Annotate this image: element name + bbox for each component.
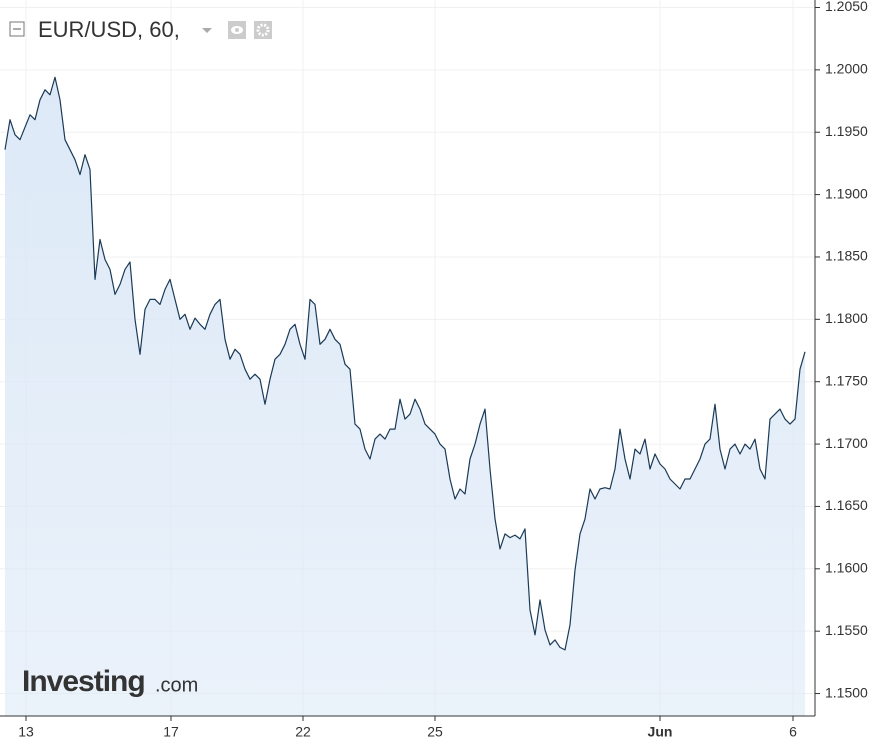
y-tick-label: 1.1500 xyxy=(825,684,868,700)
x-tick-label: 22 xyxy=(295,724,311,740)
gear-icon xyxy=(256,23,270,37)
y-tick-label: 1.2000 xyxy=(825,61,868,77)
y-tick-label: 1.1700 xyxy=(825,435,868,451)
dropdown-arrow[interactable] xyxy=(202,28,212,33)
x-tick-label: 17 xyxy=(163,724,179,740)
x-tick-label: 25 xyxy=(427,724,443,740)
price-line xyxy=(4,76,806,651)
y-tick-label: 1.1950 xyxy=(825,123,868,139)
y-tick-label: 1.1600 xyxy=(825,560,868,576)
brand-logo: Investing xyxy=(22,665,145,698)
x-tick-label: 6 xyxy=(789,724,797,740)
y-tick-label: 1.1550 xyxy=(825,622,868,638)
y-tick-label: 1.1800 xyxy=(825,310,868,326)
eye-pupil xyxy=(235,28,239,32)
brand-suffix: .com xyxy=(155,674,198,696)
x-tick-label: 13 xyxy=(18,724,34,740)
y-tick-label: 1.1900 xyxy=(825,185,868,201)
area-fill xyxy=(5,77,805,717)
x-tick-label: Jun xyxy=(648,724,673,740)
chart-title: EUR/USD, 60, xyxy=(38,17,180,42)
y-tick-label: 1.1650 xyxy=(825,497,868,513)
y-tick-label: 1.1750 xyxy=(825,372,868,388)
y-tick-label: 1.1850 xyxy=(825,248,868,264)
y-tick-label: 1.2050 xyxy=(825,0,868,14)
